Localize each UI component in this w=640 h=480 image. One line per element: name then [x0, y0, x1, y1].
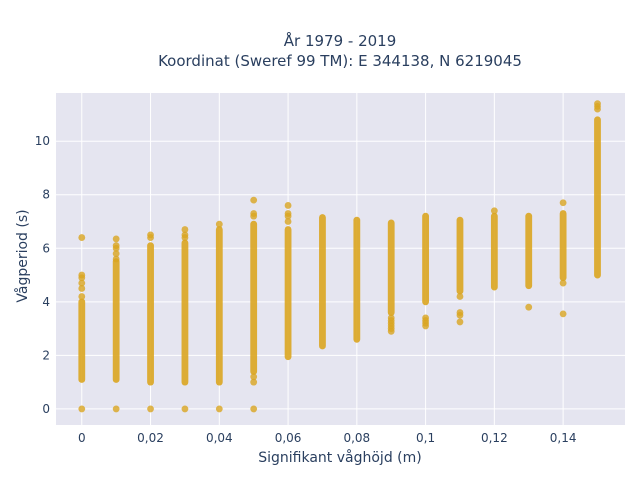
- data-point: [490, 207, 498, 215]
- data-point: [559, 199, 567, 207]
- data-point: [456, 293, 464, 300]
- data-point: [525, 303, 533, 311]
- data-point: [215, 405, 223, 413]
- data-points: [78, 100, 601, 413]
- y-axis-label: Vågperiod (s): [14, 209, 31, 302]
- data-point: [181, 231, 189, 239]
- data-point: [147, 405, 154, 413]
- y-axis-ticks: 0 2 4 6 8 10: [35, 134, 50, 416]
- data-point: [112, 255, 120, 263]
- y-tick-label: 2: [42, 348, 50, 362]
- data-point: [456, 318, 464, 326]
- data-point: [147, 231, 154, 239]
- data-point: [387, 314, 395, 322]
- data-point: [594, 100, 601, 108]
- data-point: [559, 279, 567, 287]
- y-tick-label: 4: [42, 295, 50, 309]
- x-axis-label: Signifikant våghöjd (m): [258, 449, 421, 466]
- data-point-band: [147, 242, 154, 386]
- x-axis-ticks: 0 0,02 0,04 0,06 0,08 0,1 0,12 0,14: [78, 431, 577, 445]
- data-point: [284, 202, 292, 209]
- data-point: [559, 310, 567, 318]
- y-tick-label: 10: [35, 134, 50, 148]
- data-point: [284, 218, 292, 225]
- x-tick-label: 0,02: [137, 431, 164, 445]
- data-point: [112, 242, 120, 250]
- y-tick-label: 6: [42, 241, 50, 255]
- data-point-band: [215, 226, 223, 386]
- x-tick-label: 0,04: [206, 431, 233, 445]
- data-point-band: [387, 219, 395, 316]
- data-point-band: [78, 298, 86, 383]
- data-point: [250, 196, 258, 204]
- data-point-band: [319, 214, 326, 350]
- data-point-band: [353, 216, 361, 343]
- data-point-band: [422, 212, 429, 306]
- chart-title-line1: År 1979 - 2019: [284, 31, 397, 50]
- data-point: [456, 309, 464, 316]
- data-point: [112, 235, 120, 243]
- x-tick-label: 0,06: [275, 431, 302, 445]
- y-tick-label: 8: [42, 188, 50, 202]
- data-point-band: [456, 216, 464, 295]
- data-point-band: [594, 116, 601, 279]
- y-tick-label: 0: [42, 402, 50, 416]
- data-point-band: [181, 239, 189, 386]
- x-tick-label: 0: [78, 431, 86, 445]
- data-point: [78, 405, 86, 413]
- plot-area: [56, 93, 625, 425]
- data-point-band: [112, 258, 120, 383]
- data-point: [78, 271, 86, 279]
- x-tick-label: 0,12: [481, 431, 508, 445]
- data-point: [112, 250, 120, 258]
- data-point: [250, 373, 258, 381]
- chart-title-line2: Koordinat (Sweref 99 TM): E 344138, N 62…: [158, 52, 522, 70]
- data-point: [215, 220, 223, 228]
- data-point-band: [490, 212, 498, 291]
- data-point-band: [284, 226, 292, 361]
- data-point: [181, 405, 189, 413]
- x-tick-label: 0,08: [343, 431, 370, 445]
- data-point: [284, 210, 292, 217]
- data-point: [422, 314, 429, 322]
- data-point: [250, 210, 258, 217]
- data-point-band: [559, 210, 567, 282]
- data-point: [78, 285, 86, 292]
- data-point: [78, 279, 86, 287]
- data-point: [250, 378, 258, 386]
- data-point: [112, 405, 120, 413]
- x-tick-label: 0,1: [416, 431, 435, 445]
- data-point: [250, 405, 258, 413]
- data-point: [78, 293, 86, 300]
- data-point-band: [250, 220, 258, 375]
- data-point-band: [525, 212, 533, 290]
- data-point: [181, 226, 189, 233]
- data-point: [78, 234, 86, 241]
- x-tick-label: 0,14: [550, 431, 577, 445]
